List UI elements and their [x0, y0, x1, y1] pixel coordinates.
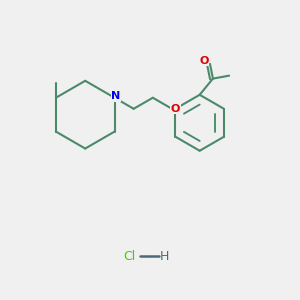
Text: Cl: Cl — [123, 250, 136, 262]
Text: H: H — [160, 250, 169, 262]
Text: N: N — [111, 91, 121, 101]
Text: O: O — [171, 104, 180, 114]
Text: O: O — [200, 56, 209, 66]
